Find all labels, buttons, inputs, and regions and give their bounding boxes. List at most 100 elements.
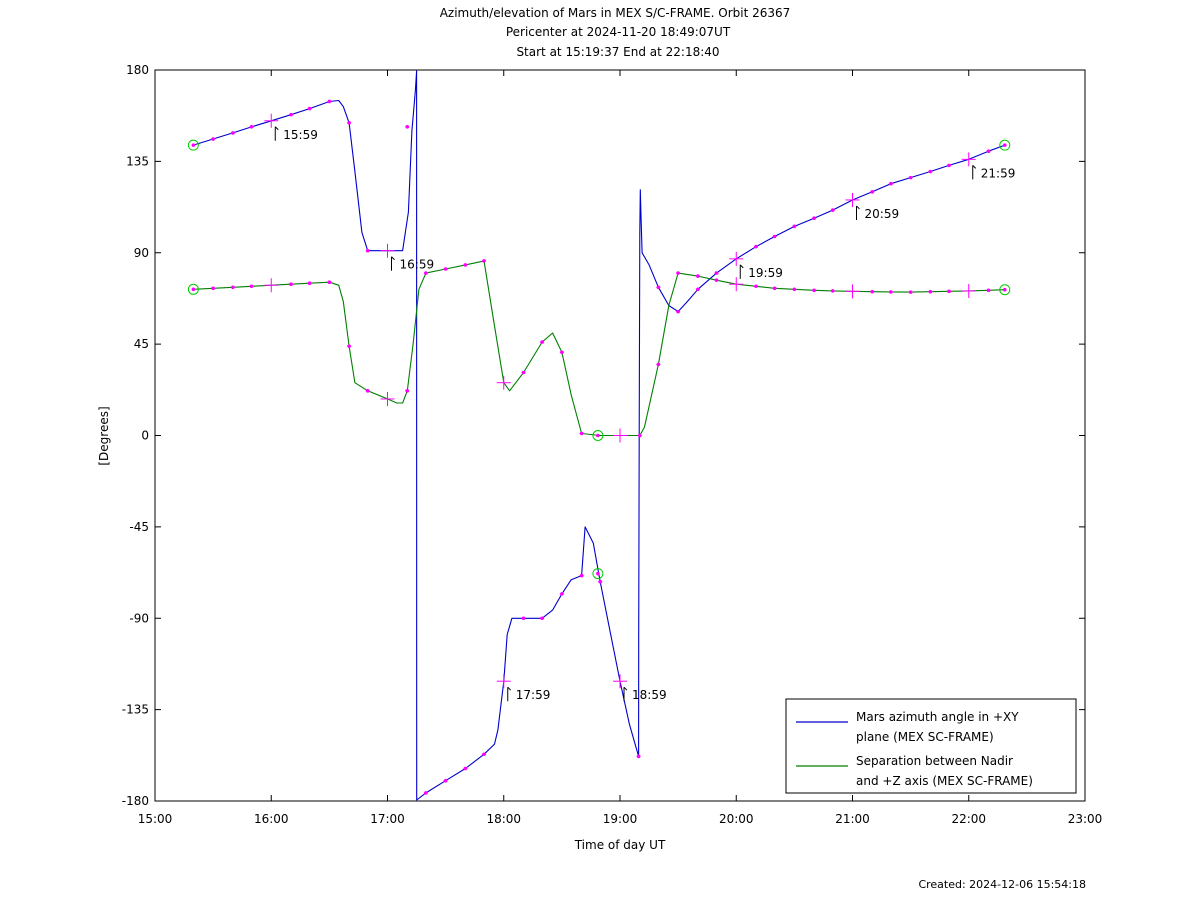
- ring-marker-dot: [191, 287, 196, 292]
- dot-marker: [928, 289, 933, 294]
- dot-marker: [714, 278, 719, 282]
- dot-marker: [521, 370, 526, 375]
- ring-marker: [999, 284, 1011, 296]
- dot-marker: [754, 244, 758, 249]
- ring-marker-dot: [596, 433, 600, 438]
- y-tick-label: 90: [134, 246, 149, 260]
- y-tick-label: 135: [126, 154, 149, 168]
- dot-marker: [327, 99, 332, 104]
- dot-marker: [656, 285, 661, 290]
- dot-marker: [463, 766, 468, 771]
- dot-marker: [772, 234, 777, 239]
- dot-marker: [347, 120, 351, 125]
- dot-marker: [637, 433, 642, 438]
- hour-pointer-tip: [739, 264, 744, 269]
- dot-marker: [830, 208, 835, 212]
- tick-layer: 15:00 16:00 17:00 18:00 19:00 20:00 21:00 22:00…: [122, 63, 1103, 826]
- dot-marker: [405, 125, 410, 129]
- dot-marker: [540, 340, 544, 344]
- dot-marker: [347, 344, 351, 348]
- created-timestamp: Created: 2024-12-06 15:54:18: [918, 878, 1086, 891]
- legend-label-azimuth-line1: Mars azimuth angle in +XY: [856, 710, 1019, 724]
- hour-pointer-tip: [856, 205, 860, 210]
- dot-marker: [560, 350, 564, 355]
- ring-marker-dot: [191, 143, 196, 147]
- chart-subtitle-start-end: Start at 15:19:37 End at 22:18:40: [516, 45, 719, 59]
- hour-marker-label: 17:59: [516, 688, 551, 702]
- hour-marker-label: 19:59: [748, 266, 783, 280]
- dot-marker: [289, 112, 293, 117]
- dot-marker: [792, 287, 797, 292]
- dot-marker: [656, 362, 661, 367]
- hour-pointer-tip: [623, 686, 628, 691]
- ring-marker-dot: [596, 571, 600, 576]
- dot-marker: [792, 224, 797, 229]
- y-tick-label: 180: [126, 63, 149, 77]
- ring-marker: [999, 139, 1011, 151]
- legend-label-separation-line2: and +Z axis (MEX SC-FRAME): [856, 774, 1033, 788]
- dot-marker: [482, 752, 486, 757]
- dot-marker: [986, 288, 991, 293]
- dot-marker: [211, 137, 215, 141]
- y-tick-label: -90: [129, 611, 149, 625]
- dot-marker: [830, 289, 835, 293]
- dot-marker: [249, 125, 254, 129]
- dot-marker: [443, 267, 448, 271]
- dot-marker: [696, 287, 700, 292]
- chart-subtitle-pericenter: Pericenter at 2024-11-20 18:49:07UT: [506, 25, 731, 39]
- y-tick-label: -135: [122, 703, 149, 717]
- dot-marker: [889, 290, 893, 294]
- dot-marker: [443, 778, 448, 783]
- series-line-separation: [193, 260, 1005, 437]
- dot-marker: [812, 288, 816, 293]
- dot-marker: [424, 791, 428, 795]
- x-tick-label: 23:00: [1068, 812, 1103, 826]
- dot-marker: [249, 284, 254, 289]
- x-tick-label: 19:00: [603, 812, 638, 826]
- dot-marker: [947, 289, 951, 294]
- dot-marker: [870, 190, 875, 194]
- dot-marker: [908, 290, 913, 294]
- dot-marker: [714, 271, 719, 275]
- dot-marker: [365, 389, 370, 393]
- legend: Mars azimuth angle in +XY plane (MEX SC-…: [785, 698, 1077, 794]
- x-tick-label: 18:00: [486, 812, 521, 826]
- dot-marker: [365, 248, 370, 253]
- dot-marker: [327, 280, 332, 284]
- hour-marker-label: 16:59: [400, 258, 435, 272]
- hour-marker-label: 21:59: [981, 166, 1016, 180]
- ring-marker: [592, 568, 604, 580]
- y-tick-label: -180: [122, 794, 149, 808]
- x-tick-label: 16:00: [254, 812, 289, 826]
- x-tick-label: 20:00: [719, 812, 754, 826]
- dot-marker: [560, 592, 564, 596]
- x-tick-label: 15:00: [138, 812, 173, 826]
- dot-marker: [579, 431, 584, 436]
- x-tick-label: 17:00: [370, 812, 405, 826]
- dot-marker: [289, 282, 293, 287]
- y-axis-label: [Degrees]: [97, 406, 111, 465]
- dot-marker: [424, 271, 428, 275]
- legend-label-azimuth-line2: plane (MEX SC-FRAME): [856, 730, 994, 744]
- dot-marker: [598, 579, 603, 584]
- dot-marker: [870, 289, 875, 294]
- dot-marker: [676, 309, 680, 314]
- x-tick-label: 21:00: [835, 812, 870, 826]
- marker-layer: 15:59 16:59 17:59 18:59 19:59 20:59 21:59: [187, 99, 1016, 795]
- y-tick-label: 0: [141, 429, 149, 443]
- y-tick-label: -45: [129, 520, 149, 534]
- dot-marker: [812, 216, 816, 221]
- dot-marker: [947, 163, 951, 168]
- ring-marker: [187, 283, 199, 295]
- dot-marker: [676, 271, 680, 275]
- dot-marker: [307, 106, 312, 111]
- dot-marker: [908, 175, 913, 180]
- hour-marker-label: 18:59: [632, 688, 667, 702]
- dot-marker: [231, 131, 235, 135]
- hour-pointer-tip: [391, 256, 395, 261]
- dot-marker: [482, 259, 486, 263]
- ring-marker: [187, 139, 199, 151]
- x-tick-label: 22:00: [951, 812, 986, 826]
- dot-marker: [636, 754, 641, 759]
